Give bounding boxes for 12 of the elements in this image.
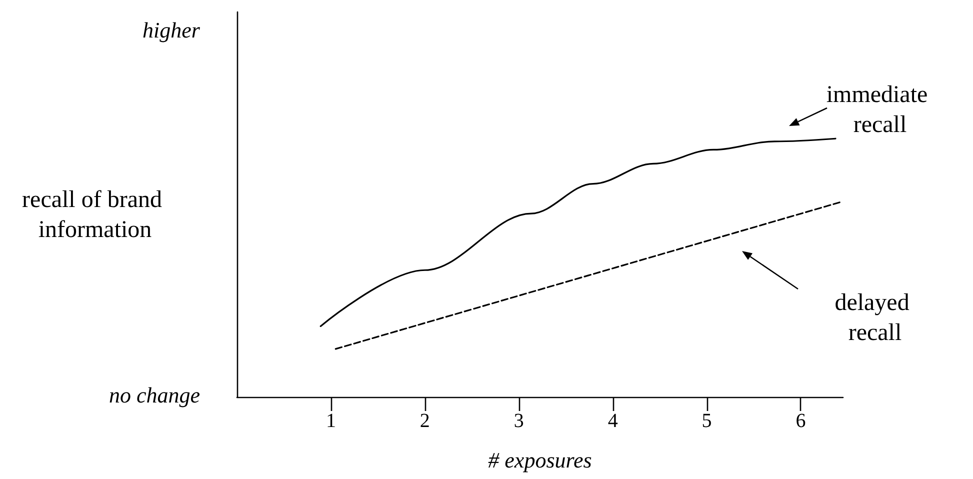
x-tick-label: 5: [702, 410, 712, 432]
x-tick-label: 6: [796, 410, 806, 432]
text: immediate recall: [826, 82, 934, 138]
text: no change: [108, 382, 200, 408]
annotation: delayed recall: [834, 290, 916, 346]
x-tick-label: 2: [420, 410, 430, 432]
x-tick-label: 3: [514, 410, 524, 432]
y-axis-title: recall of brand information: [22, 187, 168, 243]
x-tick-label: 1: [326, 410, 336, 432]
text: higher: [142, 18, 200, 42]
x-tick-label: 4: [608, 410, 618, 432]
x-axis-title: # exposures: [488, 448, 592, 472]
